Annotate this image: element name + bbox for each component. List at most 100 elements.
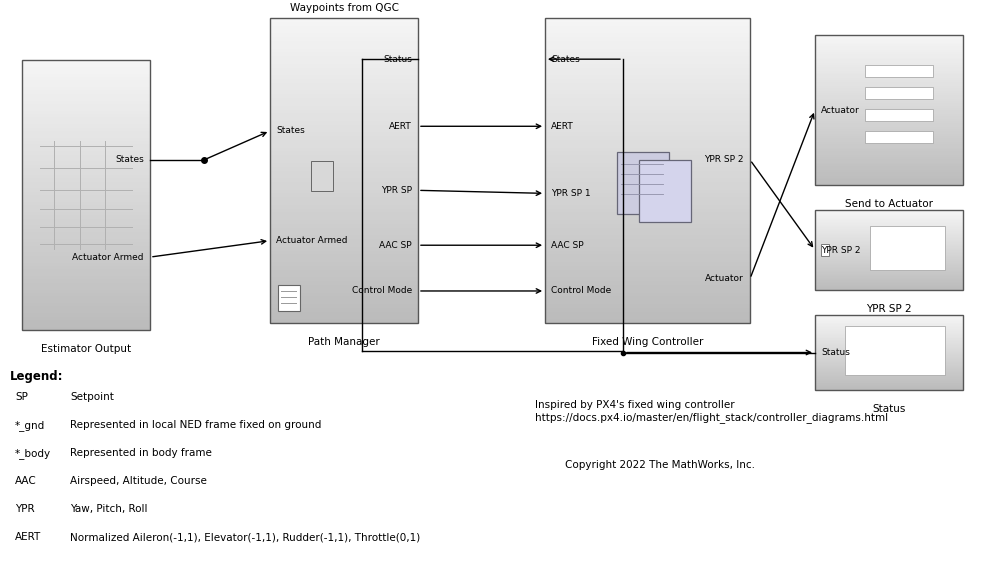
Bar [815,213,963,215]
Bar [270,41,418,45]
Bar [815,220,963,221]
Bar [815,272,963,274]
Bar [22,212,150,216]
Text: Status: Status [821,348,850,357]
Bar [815,250,963,251]
Bar [545,178,750,183]
Text: YPR SP: YPR SP [381,186,412,195]
Bar [815,289,963,291]
Bar [815,249,963,250]
Bar [815,179,963,182]
Bar [545,266,750,270]
Bar [815,160,963,163]
Bar [545,185,750,190]
Bar [22,249,150,253]
Bar [22,87,150,91]
Bar [815,75,963,77]
Bar [270,48,418,53]
Bar [815,101,963,103]
Bar [22,306,150,310]
Text: AAC SP: AAC SP [551,241,584,250]
Bar [815,44,963,47]
Bar [270,94,418,98]
Bar [270,121,418,125]
Bar [815,345,963,347]
Bar [815,361,963,362]
Bar [22,218,150,222]
Bar [22,323,150,327]
Bar [22,208,150,212]
Bar [815,366,963,368]
Bar [815,37,963,39]
Bar [270,193,418,197]
Bar [815,72,963,75]
Bar [815,166,963,168]
Bar [270,171,418,175]
Bar [815,342,963,344]
Text: Yaw, Pitch, Roll: Yaw, Pitch, Roll [70,504,148,514]
Bar [815,323,963,325]
Bar [815,151,963,154]
Text: Send to Actuator: Send to Actuator [845,199,933,209]
Bar [22,110,150,114]
Bar [865,131,933,143]
Bar [270,18,418,323]
Bar [270,236,418,240]
Bar [815,153,963,155]
Bar [270,315,418,320]
Bar [270,254,418,259]
Bar [545,109,750,114]
Bar [270,60,418,64]
Bar [638,160,690,222]
Bar [815,150,963,152]
Bar [545,117,750,121]
Bar [815,59,963,62]
Bar [311,162,334,191]
Bar [815,373,963,374]
Bar [815,349,963,350]
Bar [815,232,963,233]
Bar [270,232,418,236]
Bar [270,37,418,42]
Text: States: States [551,55,580,64]
Bar [545,94,750,98]
Bar [545,228,750,232]
Bar [545,205,750,209]
Bar [270,129,418,133]
Bar [270,308,418,312]
Bar [845,326,945,375]
Bar [815,253,963,254]
Bar [815,84,963,86]
Bar [22,141,150,145]
Bar [815,52,963,54]
Bar [815,242,963,244]
Bar [815,182,963,184]
Bar [815,241,963,242]
Bar [815,258,963,259]
Bar [545,262,750,266]
Bar [815,85,963,88]
Bar [22,101,150,104]
Bar [815,315,963,390]
Bar [815,78,963,80]
Bar [545,52,750,57]
Bar [270,174,418,179]
Bar [815,357,963,358]
Bar [815,223,963,225]
Bar [270,56,418,60]
Bar [815,233,963,234]
Bar [815,284,963,286]
Bar [815,353,963,355]
Bar [815,95,963,97]
Bar [815,225,963,226]
Bar [22,313,150,317]
Bar [815,384,963,385]
Bar [270,266,418,270]
Bar [545,315,750,320]
Bar [815,341,963,343]
Bar [270,185,418,190]
Bar [815,61,963,64]
Bar [815,267,963,269]
Bar [22,205,150,209]
Bar [815,93,963,96]
